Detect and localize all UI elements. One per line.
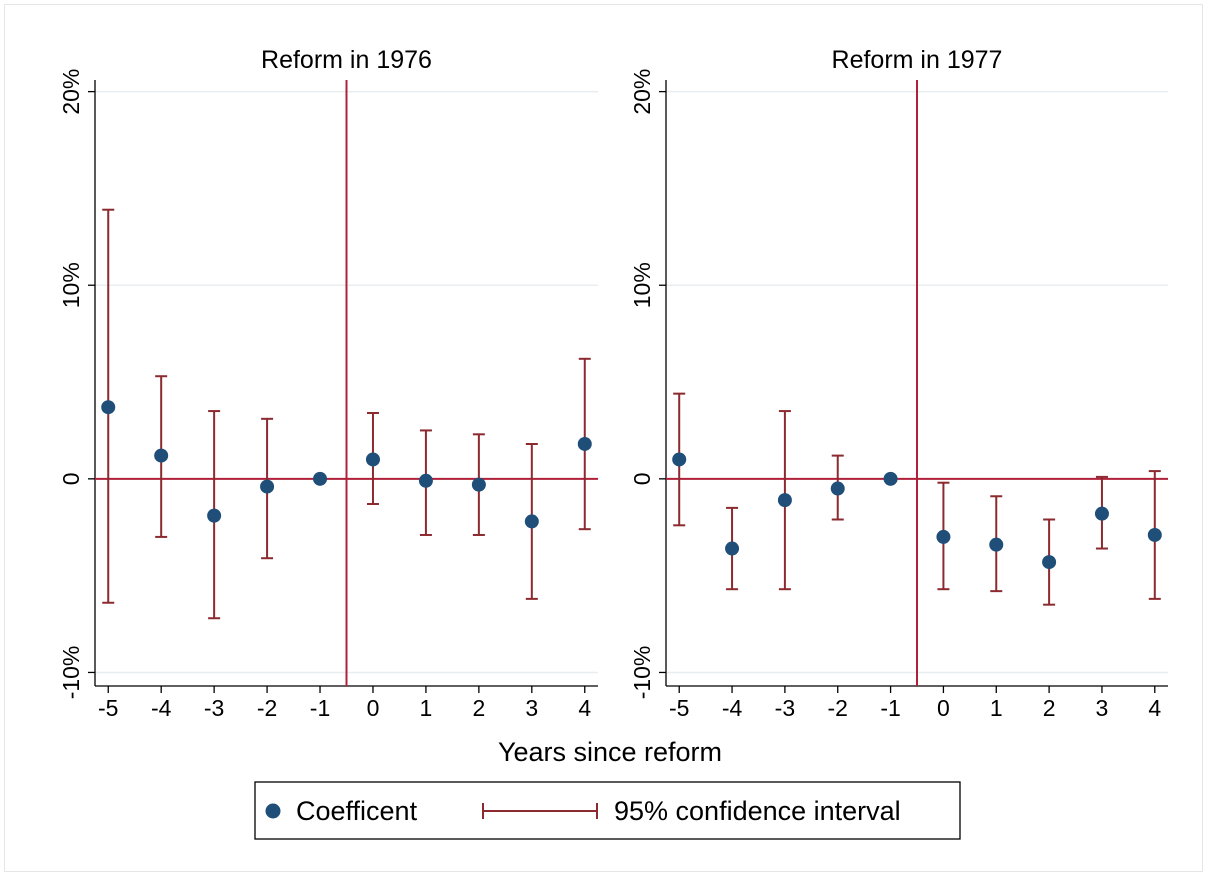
panel-1-coefficient-point <box>101 400 116 415</box>
panel-1-coefficient-point <box>313 471 328 486</box>
panel-1-coefficient-point <box>577 436 592 451</box>
legend-coefficient-label: Coefficent <box>296 796 418 826</box>
panel-1-y-tick-label: 0 <box>58 472 84 485</box>
panel-1-x-tick-label: 1 <box>420 695 433 721</box>
panel-1-title: Reform in 1976 <box>261 46 432 74</box>
panel-1-x-tick-label: -4 <box>151 695 172 721</box>
panel-2-coefficient-point <box>936 529 951 544</box>
panel-2-y-tick-label: 20% <box>629 69 655 115</box>
panel-1-x-tick-label: -1 <box>310 695 330 721</box>
panel-1-coefficient-point <box>365 452 380 467</box>
panel-1-y-tick-label: -10% <box>58 646 84 700</box>
panel-2-y-tick-label: -10% <box>629 646 655 700</box>
panel-2-coefficient-point <box>830 481 845 496</box>
panel-1-x-tick-label: -2 <box>257 695 277 721</box>
panel-2-coefficient-point <box>777 493 792 508</box>
legend-coefficient-marker <box>265 803 281 819</box>
panel-2-coefficient-point <box>1042 555 1057 570</box>
x-axis-title: Years since reform <box>498 737 722 767</box>
panel-1-coefficient-point <box>260 479 275 494</box>
chart-frame <box>4 4 1203 872</box>
panel-2-x-tick-label: -1 <box>880 695 900 721</box>
panel-1-x-tick-label: 0 <box>367 695 380 721</box>
panel-2-y-tick-label: 10% <box>629 262 655 308</box>
legend-ci-label: 95% confidence interval <box>614 796 901 826</box>
panel-2-coefficient-point <box>1147 527 1162 542</box>
panel-2-y-tick-label: 0 <box>629 472 655 485</box>
panel-2-coefficient-point <box>725 541 740 556</box>
panel-1-y-tick-label: 20% <box>58 69 84 115</box>
legend-box <box>254 781 961 840</box>
panel-2-x-tick-label: -3 <box>775 695 795 721</box>
panel-2-coefficient-point <box>883 471 898 486</box>
panel-2-coefficient-point <box>672 452 687 467</box>
panel-2-x-tick-label: -2 <box>828 695 848 721</box>
panel-1-x-tick-label: 2 <box>472 695 485 721</box>
panel-2-title: Reform in 1977 <box>832 46 1003 74</box>
panel-1-x-tick-label: -5 <box>98 695 118 721</box>
panel-1-x-tick-label: 4 <box>578 695 591 721</box>
panel-1-coefficient-point <box>471 477 486 492</box>
panel-2-coefficient-point <box>989 537 1004 552</box>
panel-1-coefficient-point <box>418 473 433 488</box>
legend: Coefficent 95% confidence interval <box>254 781 961 840</box>
panel-1: Reform in 1976 -10% 0 10% 20% -5 -4 -3 -2 -1 0 1 2 3 4 <box>58 46 598 721</box>
panel-2-x-tick-label: -4 <box>722 695 743 721</box>
panel-2-coefficient-point <box>1094 506 1109 521</box>
panel-1-x-tick-label: 3 <box>525 695 538 721</box>
panel-2-x-tick-label: 4 <box>1148 695 1161 721</box>
panel-1-x-tick-label: -3 <box>204 695 224 721</box>
panel-1-coefficient-point <box>207 508 222 523</box>
panel-1-coefficient-point <box>524 514 539 529</box>
panel-2-x-tick-label: 1 <box>990 695 1003 721</box>
panel-2-x-tick-label: -5 <box>669 695 689 721</box>
panel-1-coefficient-point <box>154 448 169 463</box>
panel-2-x-tick-label: 0 <box>937 695 950 721</box>
panel-2-x-tick-label: 3 <box>1096 695 1109 721</box>
panel-1-y-tick-label: 10% <box>58 262 84 308</box>
panel-2: Reform in 1977 -10% 0 10% 20% -5 -4 -3 -2 -1 0 1 2 3 4 <box>629 46 1168 721</box>
panel-2-x-tick-label: 2 <box>1043 695 1056 721</box>
